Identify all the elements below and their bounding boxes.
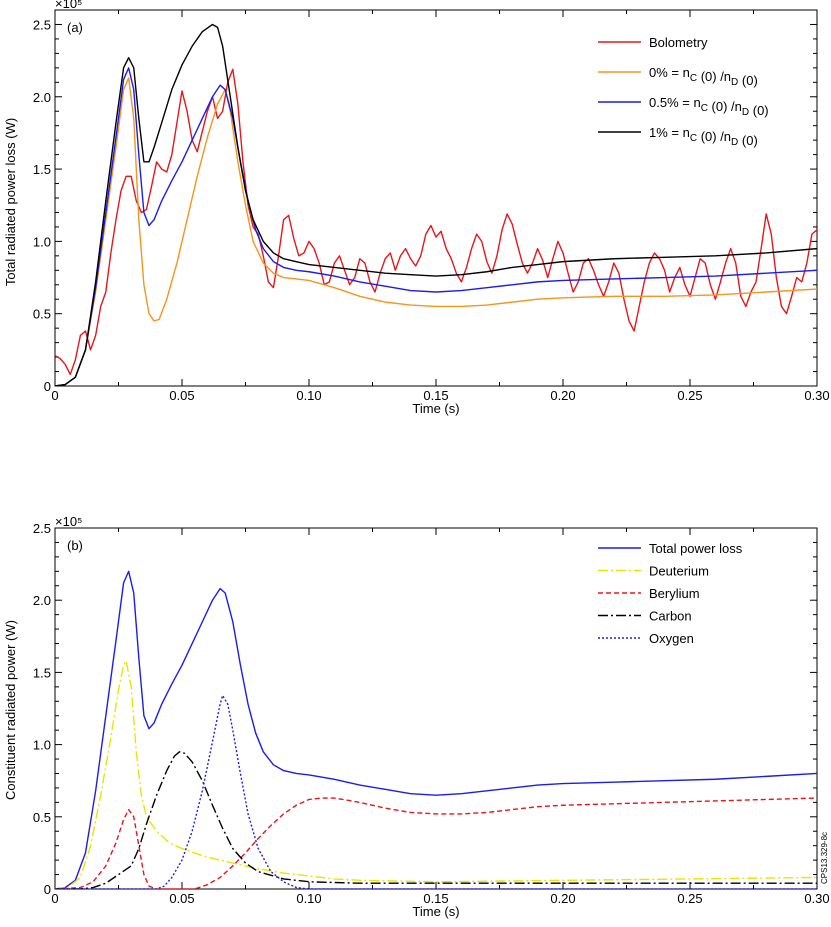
legend: Bolometry 0% = nC (0) /nD (0) 0.5% = nC (0… [598,35,769,148]
legend-label: Total power loss [649,541,743,556]
legend-label: Bolometry [649,35,708,50]
series-line-total-power-loss [55,570,817,889]
figure-id-note: CPS13.329-8c [820,832,829,884]
panel-a: 0 0.05 0.10 0.15 0.20 0.25 0.30 0 0.5 1.0 1.5 2.0 2.… [3,0,830,416]
x-tick-label: 0.20 [550,388,575,403]
y-tick-label: 1.5 [33,665,51,680]
legend-label: Oxygen [649,631,694,646]
x-tick-label: 0.30 [804,891,829,906]
series-line-oxygen [55,694,817,889]
y-multiplier: ×10⁵ [55,0,82,11]
series-group [55,23,817,386]
series-line-deuterium [55,660,817,889]
series-line-carbon [55,751,817,889]
y-axis-title: Total radiated power loss (W) [3,118,18,286]
panel-b: 0 0.05 0.10 0.15 0.20 0.25 0.30 0 0.5 1.0 1.5 2.0 2.… [3,514,830,919]
y-tick-label: 2.5 [33,17,51,32]
y-tick-label: 0.5 [33,307,51,322]
x-tick-label: 0.25 [677,891,702,906]
x-tick-label: 0.05 [169,891,194,906]
x-tick-label: 0 [51,891,58,906]
x-axis-title: Time (s) [412,904,459,919]
y-tick-label: 0 [44,379,51,394]
y-tick-label: 2.0 [33,593,51,608]
x-tick-label: 0.25 [677,388,702,403]
x-tick-label: 0.10 [296,891,321,906]
legend-label: Deuterium [649,564,709,579]
legend: Total power loss Deuterium Berylium Carbon O… [598,541,743,646]
y-multiplier: ×10⁵ [55,514,82,529]
series-line-bolometry [55,68,817,376]
y-tick-label: 2.0 [33,90,51,105]
y-tick-label: 0.5 [33,810,51,825]
series-group [55,570,817,889]
panel-label: (a) [67,20,83,35]
y-tick-label: 1.0 [33,738,51,753]
legend-label: 0% = nC (0) /nD (0) [649,65,758,88]
y-tick-label: 1.5 [33,162,51,177]
x-axis-title: Time (s) [412,401,459,416]
x-tick-label: 0.10 [296,388,321,403]
y-tick-label: 2.5 [33,521,51,536]
y-axis-title: Constituent radiated power (W) [3,620,18,800]
y-tick-label: 0 [44,882,51,897]
panel-label: (b) [67,538,83,553]
x-tick-label: 0.20 [550,891,575,906]
x-tick-label: 0.05 [169,388,194,403]
x-tick-label: 0.30 [804,388,829,403]
plot-frame [54,9,818,387]
legend-label: Carbon [649,609,692,624]
series-line-1-n [55,23,817,386]
y-tick-label: 1.0 [33,234,51,249]
legend-label: Berylium [649,586,700,601]
series-line-0-n [55,77,817,386]
series-line-berylium [55,797,817,889]
x-tick-label: 0.15 [423,388,448,403]
x-tick-label: 0 [51,388,58,403]
legend-label: 0.5% = nC (0) /nD (0) [649,95,769,118]
x-tick-label: 0.15 [423,891,448,906]
series-line-0-5-n [55,67,817,386]
legend-label: 1% = nC (0) /nD (0) [649,125,758,148]
plot-frame [54,527,818,890]
